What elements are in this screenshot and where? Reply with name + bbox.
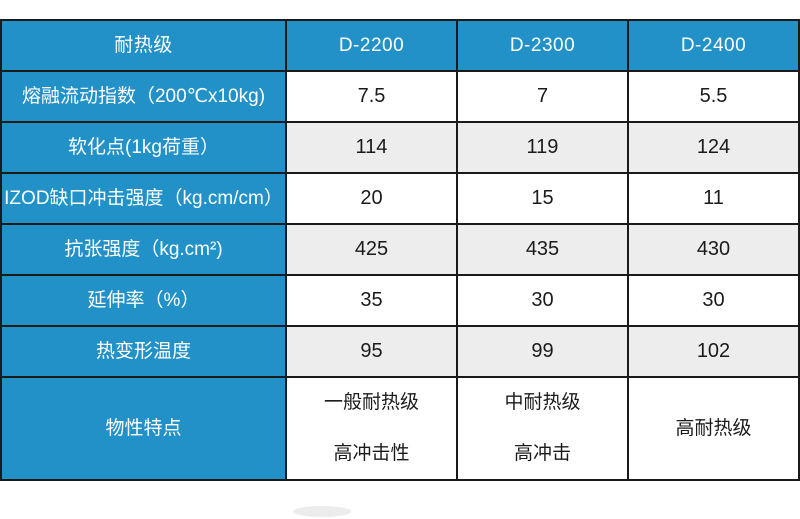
value-cell: 95 — [287, 327, 456, 376]
row-label: 热变形温度 — [2, 327, 285, 376]
value-cell: 20 — [287, 174, 456, 223]
value-cell: 124 — [629, 123, 798, 172]
feature-line: 中耐热级 — [504, 392, 581, 414]
value-cell: 430 — [629, 225, 798, 274]
feature-line: 高冲击性 — [333, 443, 410, 464]
row-label: 延伸率（%） — [2, 276, 285, 325]
column-header: D-2300 — [458, 21, 627, 70]
feature-line: 高冲击 — [513, 443, 571, 464]
row-label: 软化点(1kg荷重） — [2, 123, 285, 172]
value-cell: 7 — [458, 72, 627, 121]
spec-table: 耐热级 D-2200 D-2300 D-2400 熔融流动指数（200℃x10kg) 7.… — [0, 19, 800, 481]
row-label: 抗张强度（kg.cm²) — [2, 225, 285, 274]
value-cell: 99 — [458, 327, 627, 376]
column-header: D-2200 — [287, 21, 456, 70]
value-cell: 35 — [287, 276, 456, 325]
value-cell: 435 — [458, 225, 627, 274]
value-cell: 11 — [629, 174, 798, 223]
header-row-label: 耐热级 — [2, 21, 285, 70]
value-cell: 30 — [629, 276, 798, 325]
row-label: IZOD缺口冲击强度（kg.cm/cm） — [2, 174, 285, 223]
column-header: D-2400 — [629, 21, 798, 70]
spec-table-wrap: 耐热级 D-2200 D-2300 D-2400 熔融流动指数（200℃x10kg) 7.… — [0, 19, 800, 481]
value-cell: 102 — [629, 327, 798, 376]
value-cell: 425 — [287, 225, 456, 274]
value-cell: 5.5 — [629, 72, 798, 121]
row-label: 物性特点 — [2, 378, 285, 479]
value-cell: 114 — [287, 123, 456, 172]
feature-cell: 一般耐热级 高冲击性 — [287, 378, 456, 479]
feature-cell: 中耐热级 高冲击 — [458, 378, 627, 479]
row-label: 熔融流动指数（200℃x10kg) — [2, 72, 285, 121]
value-cell: 30 — [458, 276, 627, 325]
feature-line: 一般耐热级 — [323, 392, 419, 414]
value-cell: 7.5 — [287, 72, 456, 121]
feature-line: 高耐热级 — [675, 417, 752, 439]
watermark — [293, 506, 351, 517]
feature-cell: 高耐热级 — [629, 378, 798, 479]
value-cell: 119 — [458, 123, 627, 172]
value-cell: 15 — [458, 174, 627, 223]
